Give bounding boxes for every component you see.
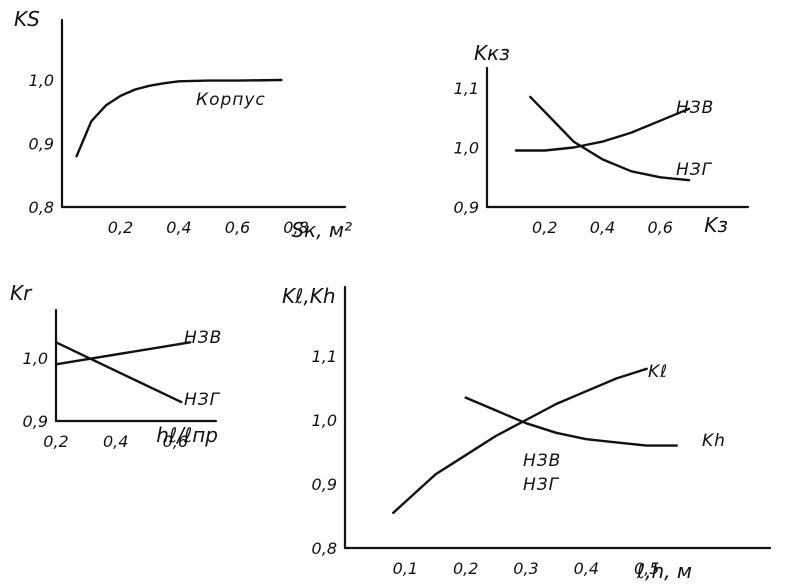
panel-kr: 0,9 1,0 0,2 0,4 0,6 Kr hℓ/ℓпр НЗВ НЗГ <box>10 281 222 451</box>
y-axis-label: KS <box>14 7 40 31</box>
x-tick-label: 0,3 <box>513 559 538 578</box>
y-tick-label: 0,9 <box>29 135 54 154</box>
x-tick-label: 0,4 <box>574 559 599 578</box>
x-axis-label: hℓ/ℓпр <box>156 423 218 447</box>
y-tick-label: 1,1 <box>312 347 337 366</box>
x-tick-label: 0,4 <box>590 218 615 237</box>
panel-kl-kh: 0,8 0,9 1,0 1,1 0,1 0,2 0,3 0,4 0,5 Kℓ,Kh ℓ,h, м Kℓ… <box>282 284 772 583</box>
y-tick-label: 0,9 <box>454 198 479 217</box>
x-tick-label: 0,5 <box>634 559 659 578</box>
x-tick-label: 0,2 <box>108 218 133 237</box>
y-tick-label: 0,8 <box>29 198 54 217</box>
series-label: Kℓ <box>648 362 668 382</box>
x-tick-label: 0,2 <box>43 432 68 451</box>
y-axis-label: Kℓ,Kh <box>282 284 336 308</box>
series-label: НЗГ <box>184 390 221 410</box>
series-line <box>514 107 691 152</box>
y-axis-label: Kкз <box>474 41 510 65</box>
panel-kkz: 0,9 1,0 1,1 0,2 0,4 0,6 Kкз Kз НЗВ НЗГ <box>454 41 750 237</box>
x-tick-label: 0,6 <box>648 218 673 237</box>
y-tick-label: 1,0 <box>29 71 54 90</box>
y-tick-label: 0,9 <box>312 475 337 494</box>
series-line <box>464 396 678 447</box>
series-label: НЗГ <box>676 160 713 180</box>
x-tick-label: 0,4 <box>166 218 191 237</box>
x-axis-label: Sк, м² <box>291 218 352 242</box>
annotation-label: НЗГ <box>523 475 560 495</box>
series-label: Kh <box>702 431 726 451</box>
y-tick-label: 1,0 <box>23 349 48 368</box>
series-line <box>529 95 691 182</box>
x-tick-label: 0,6 <box>163 432 188 451</box>
y-tick-label: 1,1 <box>454 79 479 98</box>
series-line <box>75 78 283 158</box>
series-label: Корпус <box>196 90 266 110</box>
series-line <box>54 341 183 404</box>
x-tick-label: 0,6 <box>225 218 250 237</box>
x-axis-label: ℓ,h, м <box>636 559 692 583</box>
x-tick-label: 0,1 <box>393 559 418 578</box>
y-tick-label: 0,8 <box>312 539 337 558</box>
y-tick-label: 0,9 <box>23 412 48 431</box>
x-tick-label: 0,8 <box>283 218 308 237</box>
x-axis-label: Kз <box>704 213 728 237</box>
y-tick-label: 1,0 <box>312 411 337 430</box>
series-label: НЗВ <box>676 98 714 118</box>
series-line <box>54 341 192 366</box>
series-line <box>392 367 648 514</box>
x-tick-label: 0,2 <box>453 559 478 578</box>
series-label: НЗВ <box>184 328 222 348</box>
panel-ks: 0,8 0,9 1,0 0,2 0,4 0,6 0,8 KS Sк, м² Корпус <box>14 7 352 242</box>
annotation-label: НЗВ <box>523 451 561 471</box>
y-axis-label: Kr <box>10 281 33 305</box>
x-tick-label: 0,2 <box>532 218 557 237</box>
y-tick-label: 1,0 <box>454 139 479 158</box>
x-tick-label: 0,4 <box>103 432 128 451</box>
